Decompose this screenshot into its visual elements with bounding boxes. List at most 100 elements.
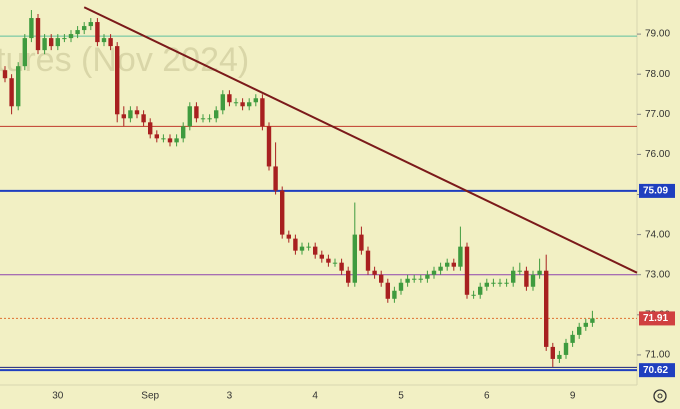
candle-body: [88, 22, 93, 27]
candle-body: [174, 138, 179, 143]
candle-body: [280, 190, 285, 235]
candle-body: [405, 278, 410, 283]
x-tick-label: 4: [312, 391, 318, 402]
candle-body: [478, 286, 483, 295]
candle-body: [9, 78, 14, 107]
candle-body: [227, 94, 232, 103]
candle-body: [161, 138, 166, 140]
candle-body: [372, 270, 377, 275]
candle-body: [557, 354, 562, 359]
watermark: tures (Nov 2024): [0, 41, 249, 79]
candle-body: [148, 122, 153, 135]
candle-body: [62, 38, 67, 40]
candle-body: [451, 262, 456, 267]
candle-body: [55, 38, 60, 47]
candle-body: [214, 110, 219, 119]
candle-body: [200, 118, 206, 120]
y-tick-label: 79.00: [645, 29, 670, 40]
candle-body: [346, 270, 351, 283]
y-tick-label: 71.00: [645, 350, 670, 361]
price-tag: [639, 363, 675, 378]
settings-icon[interactable]: [653, 389, 667, 403]
candle-body: [273, 166, 278, 191]
candle-body: [365, 250, 371, 271]
candle-body: [491, 282, 496, 284]
candle-body: [497, 282, 503, 284]
candle-body: [108, 38, 113, 47]
candle-body: [95, 22, 100, 43]
candle-body: [590, 318, 595, 323]
candle-body: [253, 98, 258, 103]
candle-body: [385, 282, 390, 299]
candle-body: [484, 282, 489, 287]
x-tick-label: 3: [227, 391, 233, 402]
candle-body: [266, 126, 272, 167]
candle-body: [128, 110, 133, 119]
candle-body: [194, 106, 199, 119]
candle-body: [511, 270, 516, 283]
candle-body: [464, 246, 470, 295]
price-tag-label: 71.91: [643, 313, 668, 324]
candle-body: [431, 270, 437, 275]
candle-body: [293, 238, 298, 251]
candle-body: [583, 322, 588, 327]
candle-body: [326, 258, 331, 263]
candle-body: [49, 38, 54, 47]
candle-body: [332, 262, 338, 264]
candle-body: [167, 138, 173, 143]
candle-body: [233, 102, 239, 104]
candle-body: [286, 234, 291, 239]
candle-body: [352, 234, 357, 283]
candle-body: [458, 246, 463, 267]
candle-body: [42, 38, 47, 51]
candle-body: [398, 282, 404, 291]
candle-body: [29, 18, 34, 39]
price-tag: [639, 311, 675, 326]
candle-body: [471, 294, 476, 296]
candle-body: [154, 134, 159, 139]
candle-body: [35, 18, 41, 51]
x-tick-label: Sep: [141, 391, 159, 402]
candle-body: [22, 38, 27, 67]
candle-body: [16, 66, 21, 107]
price-tag: [639, 183, 675, 198]
gear-center[interactable]: [657, 393, 663, 399]
candle-body: [68, 34, 74, 39]
candle-body: [240, 102, 245, 107]
candle-body: [260, 98, 265, 127]
candle-body: [115, 46, 120, 115]
candle-body: [299, 246, 305, 251]
candle-body: [425, 274, 430, 279]
y-tick-label: 73.00: [645, 269, 670, 280]
price-tag-label: 75.09: [643, 186, 668, 197]
gear[interactable]: [653, 389, 667, 403]
candle-body: [544, 270, 549, 347]
candle-body: [412, 278, 417, 280]
y-tick-label: 78.00: [645, 69, 670, 80]
trendline: [83, 6, 638, 274]
candle-body: [75, 30, 80, 35]
candle-body: [134, 110, 140, 115]
candle-body: [359, 234, 364, 251]
y-tick-label: 74.00: [645, 229, 670, 240]
candle-body: [2, 70, 8, 79]
candle-body: [121, 114, 126, 119]
y-tick-label: 76.00: [645, 149, 670, 160]
candle-body: [207, 118, 212, 120]
candle-body: [101, 38, 107, 43]
candle-body: [418, 278, 423, 280]
y-tick-label: 77.00: [645, 109, 670, 120]
x-tick-label: 30: [52, 391, 64, 402]
candle-body: [220, 94, 225, 111]
price-tag-label: 70.62: [643, 365, 668, 376]
candle-body: [570, 334, 575, 343]
candle-body: [181, 126, 186, 139]
candle-body: [438, 266, 443, 271]
candle-body: [563, 342, 569, 355]
candle-body: [187, 106, 192, 127]
candle-body: [445, 262, 450, 267]
x-tick-label: 5: [398, 391, 404, 402]
candle-body: [517, 270, 522, 272]
